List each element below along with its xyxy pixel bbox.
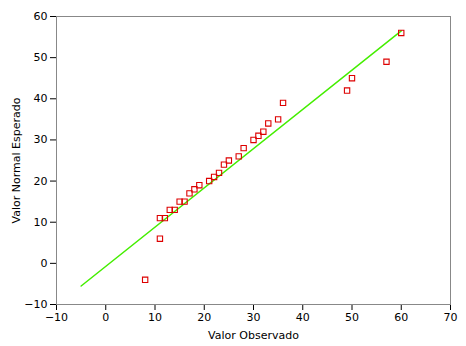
svg-text:40: 40 — [34, 92, 48, 105]
svg-text:20: 20 — [197, 311, 211, 324]
svg-text:20: 20 — [34, 175, 48, 188]
svg-text:10: 10 — [148, 311, 162, 324]
svg-text:0: 0 — [41, 257, 48, 270]
svg-text:30: 30 — [34, 133, 48, 146]
svg-text:60: 60 — [394, 311, 408, 324]
svg-text:−10: −10 — [24, 298, 47, 311]
svg-text:50: 50 — [345, 311, 359, 324]
svg-text:Valor Observado: Valor Observado — [208, 329, 299, 342]
svg-text:50: 50 — [34, 51, 48, 64]
svg-text:0: 0 — [102, 311, 109, 324]
svg-text:Valor Normal Esperado: Valor Normal Esperado — [10, 97, 23, 223]
svg-text:60: 60 — [34, 10, 48, 23]
svg-text:−10: −10 — [45, 311, 68, 324]
svg-text:40: 40 — [296, 311, 310, 324]
svg-text:70: 70 — [444, 311, 458, 324]
svg-text:10: 10 — [34, 216, 48, 229]
svg-text:30: 30 — [247, 311, 261, 324]
